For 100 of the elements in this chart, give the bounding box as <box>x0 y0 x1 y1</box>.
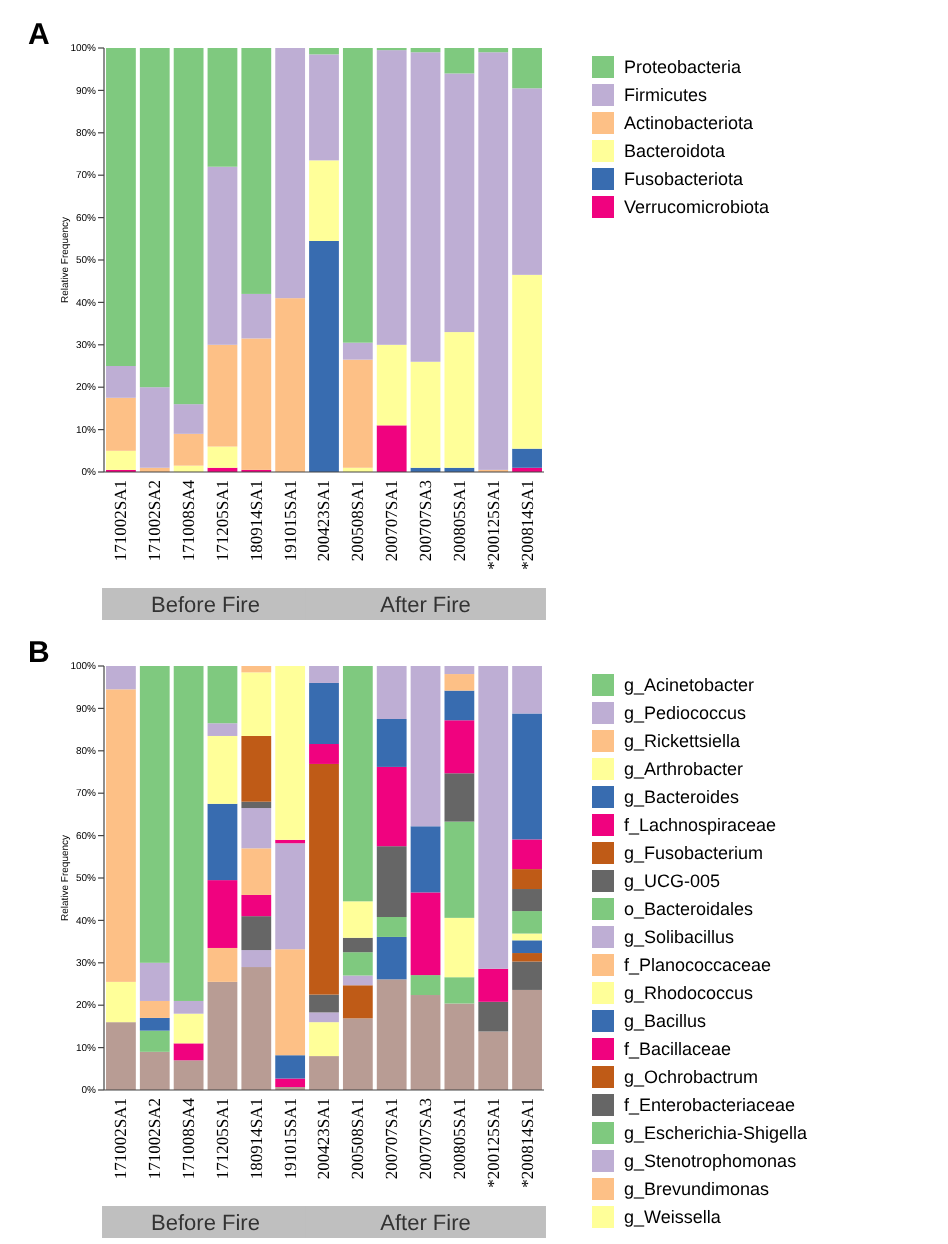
bar <box>241 666 272 673</box>
bar <box>512 274 542 449</box>
bar <box>512 869 542 890</box>
chart-title: B <box>28 636 50 670</box>
bar <box>241 338 272 470</box>
x-tick-label: 200423SA1 <box>313 480 334 562</box>
bar <box>173 1013 204 1044</box>
x-tick-label: 180914SA1 <box>245 480 266 562</box>
bar <box>512 666 542 714</box>
bar <box>106 450 136 470</box>
legend-label: g_Stenotrophomonas <box>624 1151 798 1172</box>
legend-label: f_Bacillaceae <box>624 1039 732 1060</box>
bar <box>376 979 407 1090</box>
bar <box>376 425 407 472</box>
bar <box>376 666 407 719</box>
bar <box>478 52 509 470</box>
x-tick-label: 171008SA4 <box>178 478 199 562</box>
bar <box>512 889 542 912</box>
bar <box>376 719 407 767</box>
text: After Fire <box>380 1211 471 1236</box>
x-tick-label: 200805SA1 <box>448 1098 469 1180</box>
bar <box>478 1031 509 1090</box>
bar <box>410 995 441 1090</box>
bar <box>444 48 475 74</box>
bar <box>309 160 339 241</box>
bar <box>309 1022 339 1057</box>
bar <box>512 911 542 934</box>
x-tick-label: 200707SA3 <box>414 1098 435 1180</box>
bar <box>106 981 136 1023</box>
bar <box>139 962 170 1001</box>
legend-label: f_Planococcaceae <box>624 955 772 976</box>
bar <box>106 689 136 982</box>
bar <box>241 48 272 294</box>
bar <box>207 880 238 948</box>
bar <box>106 48 136 366</box>
bar <box>207 48 238 167</box>
bar <box>410 666 441 827</box>
bar <box>207 344 238 447</box>
bar <box>207 723 238 736</box>
x-tick-label: 171008SA4 <box>178 1096 199 1180</box>
bar <box>241 967 272 1090</box>
bar <box>173 666 204 1001</box>
bar <box>173 1043 204 1061</box>
bar <box>342 985 373 1019</box>
legend-label: g_Bacillus <box>624 1011 708 1032</box>
bar <box>139 1000 170 1018</box>
bar <box>309 744 339 764</box>
x-tick-label: *200814SA1 <box>516 1098 537 1188</box>
x-tick-label: 171002SA1 <box>110 1098 131 1180</box>
bar <box>275 1078 306 1088</box>
bar <box>444 773 475 822</box>
x-tick-label: 171002SA2 <box>144 480 165 562</box>
bar <box>207 446 238 468</box>
bar <box>410 826 441 893</box>
bar <box>342 342 373 360</box>
bar <box>241 808 272 849</box>
bar <box>207 735 238 804</box>
text: After Fire <box>380 593 471 618</box>
bar <box>275 843 306 950</box>
legend-label: Fusobacteriota <box>624 169 744 190</box>
x-tick-label: 171002SA2 <box>144 1098 165 1180</box>
x-tick-label: 200707SA1 <box>381 1098 402 1180</box>
bar <box>342 901 373 938</box>
x-tick-label: 200805SA1 <box>448 480 469 562</box>
legend-label: g_Acinetobacter <box>624 675 755 696</box>
bar <box>376 936 407 980</box>
legend-label: g_Weissella <box>624 1207 721 1228</box>
bar <box>207 166 238 345</box>
bar <box>241 950 272 968</box>
bar <box>444 977 475 1004</box>
bar <box>444 1003 475 1090</box>
bar <box>309 48 339 55</box>
bar <box>512 713 542 840</box>
bar <box>342 952 373 976</box>
bar <box>139 48 170 388</box>
bar <box>309 682 339 745</box>
bar <box>342 666 373 902</box>
x-tick-label: 200707SA1 <box>381 480 402 562</box>
bar <box>376 846 407 918</box>
bar <box>512 48 542 89</box>
bar <box>139 666 170 963</box>
legend-label: f_Lachnospiraceae <box>624 815 777 836</box>
bar <box>478 666 509 969</box>
bar <box>444 332 475 468</box>
bar <box>106 366 136 398</box>
legend-label: Proteobacteria <box>624 57 742 78</box>
bar <box>444 720 475 774</box>
legend-label: g_Ochrobactrum <box>624 1067 759 1088</box>
bar <box>512 961 542 990</box>
bar <box>512 953 542 962</box>
bar <box>207 666 238 724</box>
bar <box>444 821 475 918</box>
bar <box>241 894 272 917</box>
bar <box>207 981 238 1090</box>
bar <box>410 361 441 468</box>
legend-label: g_Arthrobacter <box>624 759 744 780</box>
x-tick-label: 200707SA3 <box>414 480 435 562</box>
x-tick-label: 200423SA1 <box>313 1098 334 1180</box>
bar <box>309 54 339 161</box>
bar <box>444 666 475 675</box>
